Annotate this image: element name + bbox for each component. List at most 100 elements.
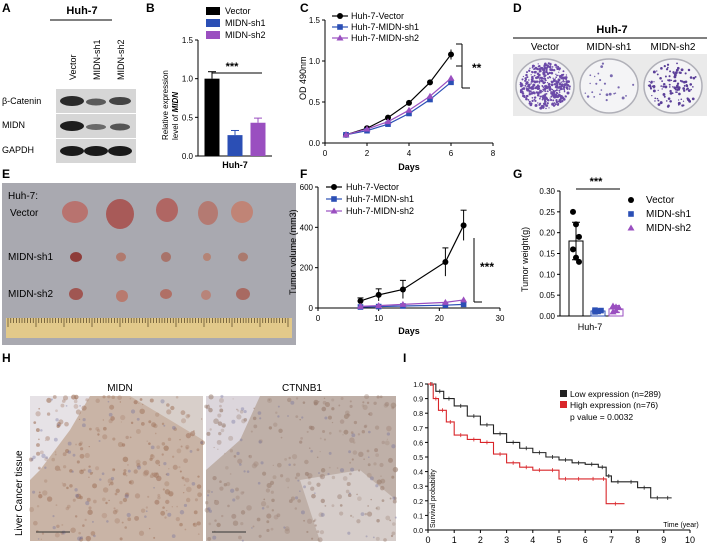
- ihc-stain-spot: [140, 421, 145, 426]
- ihc-nucleus-spot: [150, 445, 155, 450]
- blot-row-label: GAPDH: [2, 145, 34, 155]
- ihc-stain-spot: [155, 459, 161, 465]
- colony-dot: [550, 95, 553, 98]
- colony-dot: [549, 98, 553, 102]
- blot-band: [84, 146, 108, 156]
- ihc-stain-spot: [180, 418, 187, 424]
- colony-dot: [673, 80, 675, 83]
- data-point: [448, 79, 454, 86]
- ihc-stain-spot: [81, 405, 87, 411]
- colony-dot: [543, 66, 546, 69]
- ihc-stain-spot: [284, 526, 290, 532]
- colony-dot: [678, 71, 681, 74]
- ihc-stain-spot: [284, 528, 291, 534]
- ihc-stain-spot: [124, 492, 129, 497]
- y-axis-title: Survival probability: [430, 469, 437, 528]
- ihc-stain-spot: [381, 499, 385, 502]
- ihc-nucleus-spot: [206, 494, 210, 497]
- colony-dot: [684, 80, 688, 84]
- ihc-stain-spot: [135, 459, 141, 465]
- ihc-stain-spot: [214, 519, 217, 522]
- ihc-stain-spot: [141, 403, 144, 406]
- ihc-stain-spot: [391, 522, 396, 526]
- data-point: [598, 307, 604, 314]
- ihc-nucleus-spot: [339, 468, 345, 473]
- ihc-stain-spot: [219, 404, 222, 408]
- legend-label: MIDN-sh2: [225, 30, 266, 40]
- ihc-nucleus-spot: [85, 501, 90, 506]
- ihc-nucleus-spot: [79, 404, 81, 407]
- tumor-specimen: [62, 201, 88, 223]
- ihc-stain-spot: [393, 496, 397, 501]
- chart-b: 0.0 0.5 1.0 1.5 Relative expressionlevel of …: [161, 6, 272, 170]
- data-point: [573, 254, 579, 261]
- colony-dot: [562, 88, 564, 90]
- ihc-stain-spot: [304, 471, 309, 476]
- ihc-nucleus-spot: [239, 463, 242, 466]
- ihc-stain-label: MIDN: [107, 383, 133, 394]
- ihc-stain-spot: [308, 447, 311, 449]
- ihc-stain-spot: [217, 421, 223, 426]
- ihc-stain-spot: [240, 510, 246, 515]
- ihc-stain-spot: [42, 490, 48, 496]
- ihc-stain-spot: [181, 476, 185, 479]
- ihc-stain-spot: [366, 401, 370, 405]
- colony-dot: [656, 97, 659, 100]
- colony-dot: [524, 77, 527, 80]
- ihc-stain-spot: [300, 436, 303, 440]
- ihc-stain-spot: [109, 404, 115, 410]
- colony-dot: [558, 69, 560, 71]
- y-tick-label: 400: [300, 223, 314, 232]
- ihc-stain-spot: [38, 438, 40, 441]
- ihc-stain-spot: [125, 492, 130, 497]
- ihc-stain-spot: [223, 483, 228, 487]
- colony-dot: [520, 89, 523, 92]
- colony-dot: [652, 70, 656, 74]
- ihc-stain-spot: [149, 457, 153, 461]
- ihc-stain-spot: [373, 401, 377, 405]
- colony-dot: [528, 69, 531, 72]
- ihc-stain-spot: [345, 489, 350, 494]
- x-tick-label: 1: [452, 535, 457, 545]
- blot-lane-label: Vector: [68, 54, 78, 80]
- ihc-stain-spot: [384, 401, 390, 407]
- ihc-stain-spot: [260, 501, 267, 507]
- ihc-stain-spot: [364, 512, 368, 516]
- colony-dot: [608, 92, 612, 96]
- ihc-nucleus-spot: [318, 472, 320, 475]
- ihc-stain-spot: [185, 444, 190, 450]
- y-tick-label: 0.0: [182, 152, 194, 161]
- ihc-nucleus-spot: [392, 496, 396, 500]
- ihc-stain-spot: [362, 401, 365, 404]
- ihc-stain-spot: [219, 397, 224, 403]
- significance-label: **: [472, 61, 482, 75]
- colony-dot: [542, 90, 544, 93]
- ihc-stain-spot: [252, 525, 255, 528]
- ihc-stain-spot: [252, 416, 257, 421]
- x-tick-label: 8: [635, 535, 640, 545]
- ihc-stain-spot: [323, 397, 326, 400]
- ihc-stain-spot: [258, 534, 262, 538]
- ihc-nucleus-spot: [65, 404, 68, 407]
- y-tick-label: 0.2: [413, 499, 423, 506]
- ihc-nucleus-spot: [145, 510, 148, 513]
- ihc-stain-spot: [55, 504, 58, 506]
- ihc-nucleus-spot: [348, 492, 351, 495]
- colony-dot: [550, 93, 553, 95]
- ihc-stain-spot: [122, 456, 129, 463]
- colony-dot: [677, 104, 680, 106]
- colony-dot: [601, 62, 605, 65]
- ihc-stain-spot: [392, 466, 399, 473]
- blot-cell-line-label: Huh-7: [66, 5, 97, 17]
- y-tick-label: 200: [300, 264, 314, 273]
- ihc-stain-spot: [323, 438, 327, 441]
- ihc-stain-spot: [311, 493, 316, 499]
- data-point: [375, 291, 382, 298]
- ihc-stain-spot: [120, 421, 122, 423]
- panel-letter-a: A: [2, 1, 11, 15]
- ihc-stain-spot: [342, 476, 348, 481]
- ihc-nucleus-spot: [108, 412, 113, 417]
- ihc-stain-spot: [317, 537, 323, 543]
- ihc-stain-spot: [376, 479, 382, 485]
- colony-dot: [545, 96, 548, 99]
